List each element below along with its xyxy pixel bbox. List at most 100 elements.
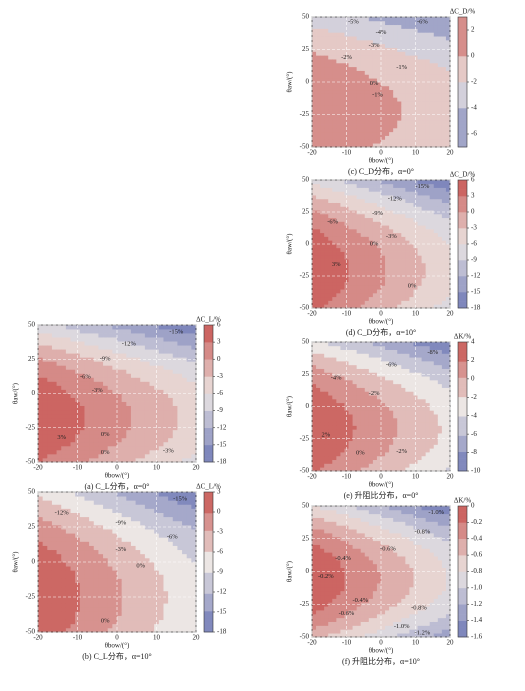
field-cell [437,180,443,185]
field-cell [135,512,141,518]
field-cell [177,615,183,621]
field-cell [126,578,132,583]
field-cell [340,101,345,106]
field-cell [437,198,443,203]
field-cell [433,210,439,215]
field-cell [103,349,109,354]
field-cell [433,47,439,52]
field-cell [425,240,431,245]
field-cell [103,541,109,546]
field-cell [372,180,378,185]
field-cell [51,520,57,526]
field-cell [376,143,382,148]
field-cell [168,599,174,604]
field-cell [401,255,406,260]
field-cell [149,549,155,555]
field-cell [413,89,418,94]
field-cell [112,345,118,350]
field-cell [51,389,57,394]
field-cell [177,325,183,330]
field-cell [144,590,150,596]
field-cell [324,120,329,125]
field-cell [117,520,123,526]
field-cell [117,557,123,563]
field-cell [191,337,197,342]
field-cell [84,603,90,608]
field-cell [421,131,427,136]
field-cell [84,337,90,342]
field-cell [93,377,99,382]
field-cell [130,393,136,398]
field-cell [47,401,53,406]
field-cell [324,255,329,260]
field-cell [163,349,169,354]
field-cell [112,549,118,555]
field-cell [312,270,317,275]
field-cell [47,562,53,567]
colorbar-tick-label: -2 [471,78,477,86]
field-cell [368,270,374,275]
field-cell [130,325,136,330]
field-cell [348,191,353,196]
field-cell [56,385,62,390]
field-cell [368,20,374,26]
field-cell [409,202,414,207]
field-cell [421,232,427,237]
contour-label: -9% [100,356,111,363]
field-cell [405,277,410,283]
field-cell [135,353,141,358]
field-cell [372,112,378,117]
field-cell [437,62,443,68]
field-cell [107,397,113,402]
field-cell [372,198,378,203]
field-cell [38,413,44,419]
field-cell [376,101,382,106]
field-cell [149,594,155,600]
x-tick-label: 20 [193,634,201,642]
field-cell [182,389,188,394]
field-cell [149,357,155,362]
field-cell [409,43,414,48]
field-cell [42,409,48,415]
field-cell [177,441,183,447]
field-cell [126,529,132,534]
field-cell [401,244,406,249]
field-cell [376,277,382,283]
field-cell [135,533,141,538]
field-cell [328,28,333,33]
field-cell [385,206,390,211]
field-cell [372,55,378,60]
field-cell [360,266,366,271]
field-cell [135,537,141,542]
field-cell [336,101,341,106]
field-cell [397,55,402,60]
field-cell [47,457,53,463]
field-cell [372,39,378,45]
field-cell [75,504,81,509]
field-cell [47,345,53,350]
field-cell [328,281,333,286]
field-cell [328,206,333,211]
field-cell [393,296,398,301]
field-cell [324,304,329,309]
field-cell [61,381,67,386]
field-cell [112,329,118,334]
field-cell [368,228,374,234]
field-cell [51,586,57,592]
field-cell [112,516,118,522]
x-axis-label: θbow/(°) [369,318,394,326]
field-cell [336,17,341,22]
field-cell [144,357,150,362]
field-cell [61,345,67,350]
field-cell [360,289,366,294]
field-cell [38,457,44,463]
field-cell [117,549,123,555]
field-cell [352,213,358,219]
field-cell [130,492,136,497]
field-cell [191,582,197,588]
field-cell [433,202,439,207]
field-cell [417,296,422,301]
field-cell [42,549,48,555]
field-cell [340,39,345,45]
field-cell [163,421,169,427]
